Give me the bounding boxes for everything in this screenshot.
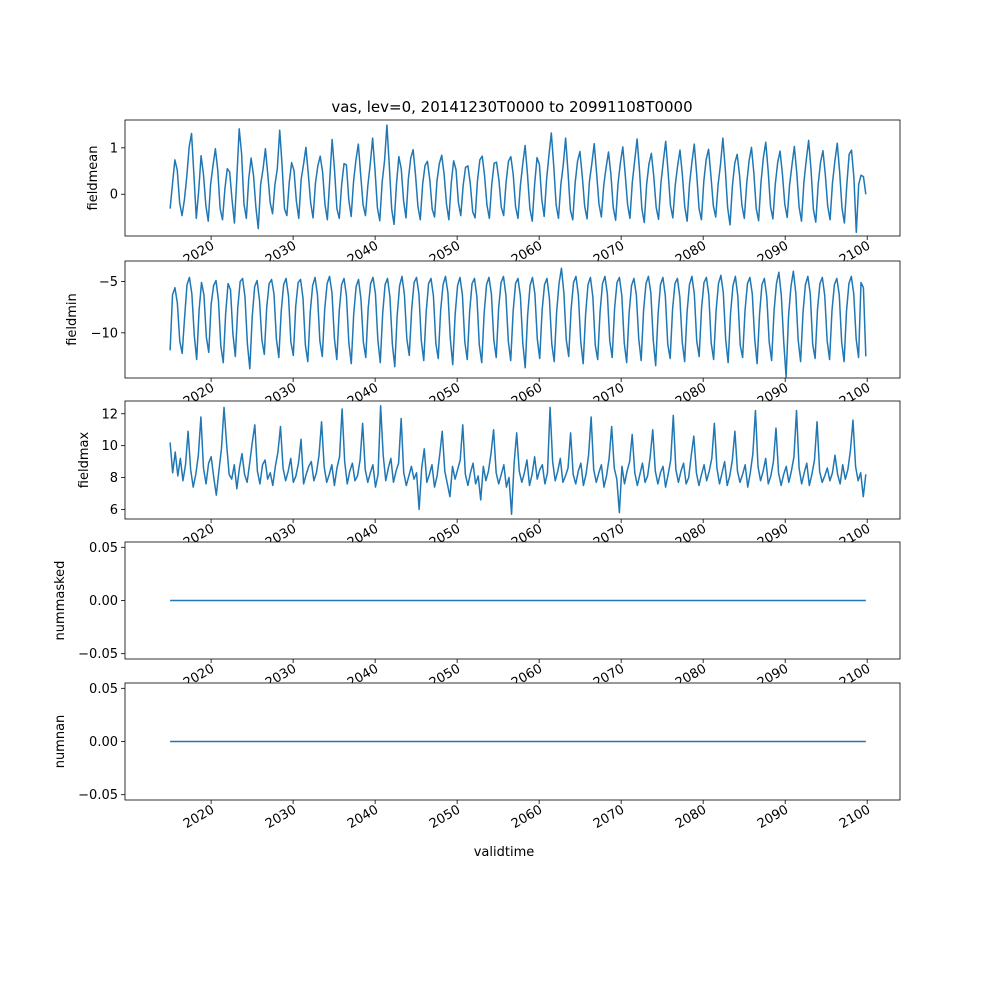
y-axis-label: fieldmean [86, 146, 101, 211]
y-tick-label: 12 [101, 407, 118, 422]
figure-title: vas, lev=0, 20141230T0000 to 20991108T00… [331, 98, 692, 116]
y-tick-label: 0.05 [89, 541, 118, 556]
axes-frame [124, 400, 901, 520]
x-tick-label: 2020 [181, 802, 217, 832]
y-tick-label: 0.00 [89, 735, 118, 750]
x-tick-label: 2050 [427, 802, 463, 832]
x-tick-label: 2030 [263, 802, 299, 832]
series-line-fieldmax [169, 405, 867, 515]
axes-frame [124, 260, 901, 379]
y-tick-label: −0.05 [78, 647, 118, 662]
x-tick-label: 2070 [591, 802, 627, 832]
x-tick-label: 2060 [509, 802, 545, 832]
y-tick-label: −0.05 [78, 788, 118, 803]
y-tick-label: 10 [101, 439, 118, 454]
y-axis-label: fieldmin [65, 293, 80, 346]
x-tick-label: 2090 [755, 802, 791, 832]
x-tick-label: 2100 [837, 802, 873, 832]
subplot-numnan: −0.05 0.00 0.05 2020 2030 2040 2050 2060 2070 208… [53, 682, 901, 832]
axes-frame [124, 119, 901, 237]
y-tick-label: 6 [110, 503, 118, 518]
y-tick-label: −5 [99, 275, 118, 290]
y-tick-label: 0.05 [89, 682, 118, 697]
y-tick-label: 1 [110, 141, 118, 156]
y-axis-label: numnan [53, 715, 68, 769]
x-tick-label: 2040 [345, 802, 381, 832]
y-axis-label: fieldmax [77, 432, 92, 489]
y-tick-label: 8 [110, 471, 118, 486]
y-tick-label: 0.00 [89, 594, 118, 609]
y-axis-label: nummasked [53, 561, 68, 641]
y-tick-label: −10 [91, 326, 118, 341]
series-line-fieldmin [169, 267, 867, 378]
x-axis-label: validtime [474, 845, 535, 860]
series-line-fieldmean [169, 124, 867, 234]
x-tick-label: 2080 [673, 802, 709, 832]
y-tick-label: 0 [110, 188, 118, 203]
